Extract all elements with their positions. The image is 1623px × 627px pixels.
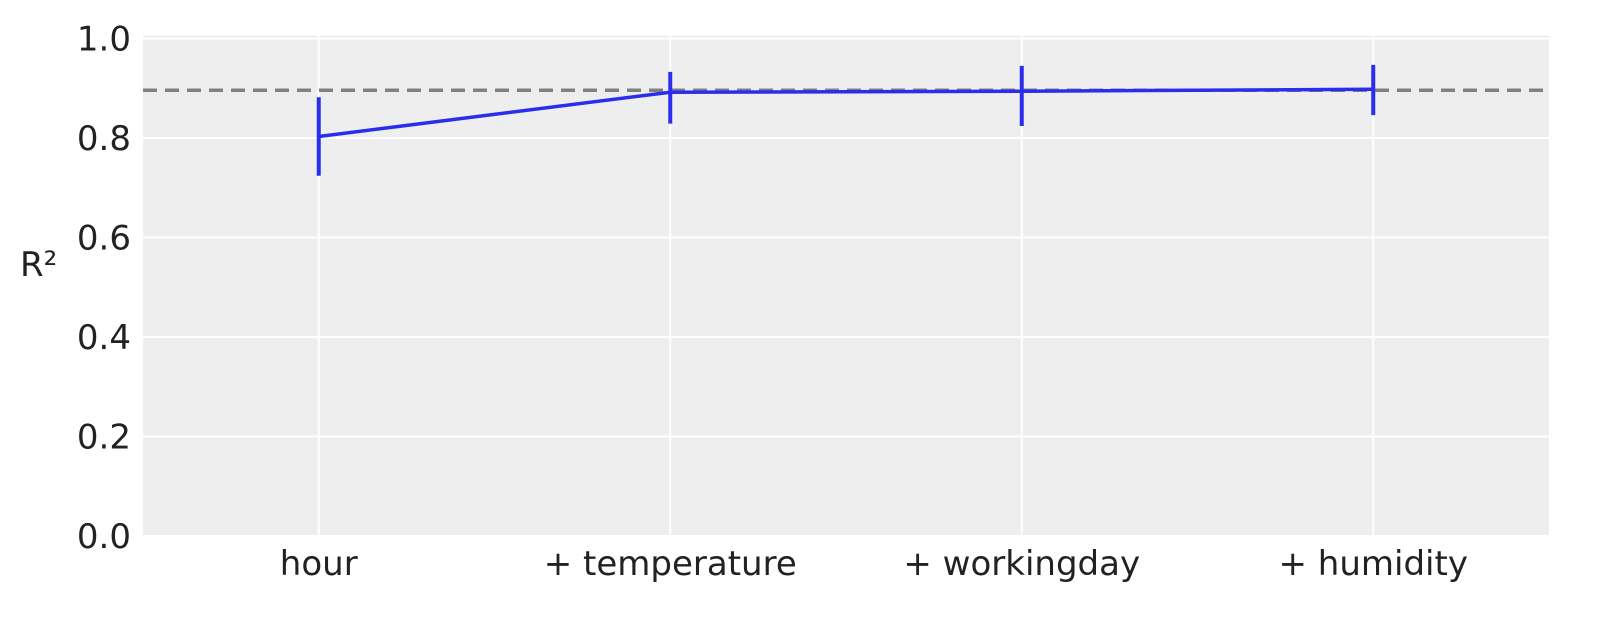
y-tick-label: 1.0 [77, 20, 131, 60]
y-tick-label: 0.6 [77, 219, 131, 259]
series-line [318, 87, 1374, 139]
x-tick-label: + workingday [903, 544, 1140, 584]
y-tick-label: 0.8 [77, 119, 131, 159]
y-axis-label: R² [20, 245, 57, 285]
x-tick-label: hour [280, 544, 358, 584]
y-tick-label: 0.4 [77, 318, 131, 358]
y-tick-label: 0.2 [77, 418, 131, 458]
y-tick-label: 0.0 [77, 517, 131, 557]
x-tick-label: + temperature [544, 544, 797, 584]
plot-background [143, 35, 1549, 536]
x-tick-label: + humidity [1279, 544, 1468, 584]
